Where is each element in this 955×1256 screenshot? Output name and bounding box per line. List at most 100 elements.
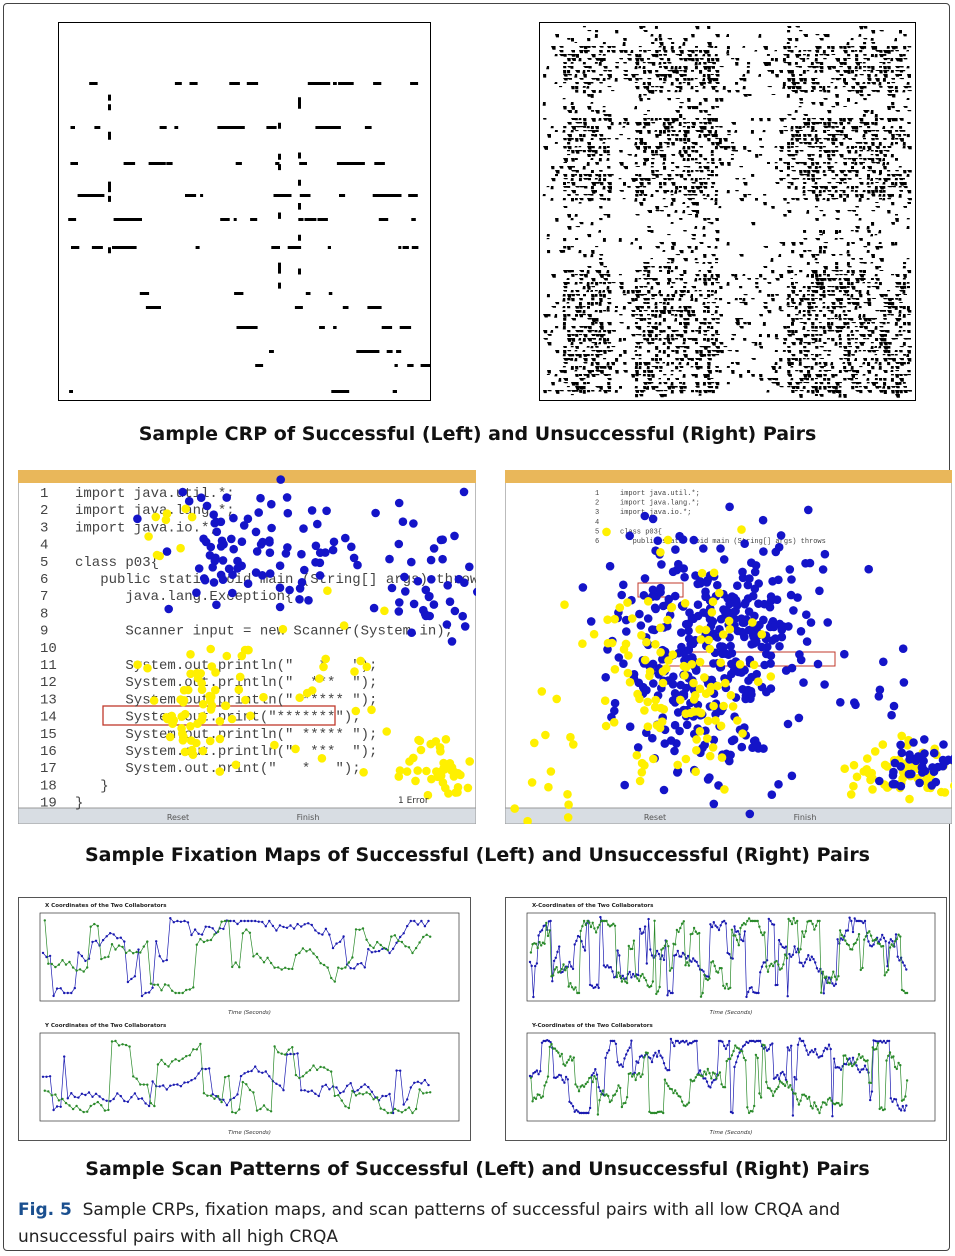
gaze-point bbox=[226, 1104, 228, 1106]
gaze-point bbox=[861, 967, 863, 969]
fixation bbox=[689, 679, 698, 688]
gaze-point bbox=[784, 1085, 786, 1087]
line-number: 10 bbox=[40, 641, 57, 657]
gaze-point bbox=[275, 929, 277, 931]
x-axis-label: Time (Seconds) bbox=[228, 1130, 271, 1136]
gaze-point bbox=[42, 1076, 44, 1078]
gaze-point bbox=[787, 1046, 789, 1048]
gaze-point bbox=[300, 1089, 302, 1091]
gaze-point bbox=[629, 971, 631, 973]
fixation bbox=[179, 733, 188, 742]
gaze-point bbox=[205, 926, 207, 928]
fixation bbox=[775, 543, 784, 552]
gaze-point bbox=[788, 953, 790, 955]
fixation bbox=[685, 608, 694, 617]
fixation bbox=[622, 627, 631, 636]
fixation bbox=[719, 643, 728, 652]
gaze-point bbox=[330, 977, 332, 979]
gaze-point bbox=[72, 966, 74, 968]
gaze-point bbox=[683, 920, 685, 922]
gaze-point bbox=[242, 932, 244, 934]
fixation bbox=[660, 786, 669, 795]
gaze-point bbox=[150, 983, 152, 985]
gaze-point bbox=[183, 920, 185, 922]
fixation bbox=[787, 575, 796, 584]
code-line: public static void main (String[] args) … bbox=[620, 538, 826, 546]
line-number: 3 bbox=[40, 520, 48, 536]
fixation bbox=[703, 578, 712, 587]
gaze-point bbox=[898, 959, 900, 961]
gaze-point bbox=[885, 1059, 887, 1061]
fixation bbox=[216, 767, 225, 776]
gaze-point bbox=[651, 954, 653, 956]
gaze-point bbox=[415, 947, 417, 949]
gaze-point bbox=[141, 995, 143, 997]
line-number: 14 bbox=[40, 710, 57, 726]
gaze-point bbox=[281, 1053, 283, 1055]
fixation bbox=[814, 660, 823, 669]
gaze-point bbox=[305, 950, 307, 952]
gaze-point bbox=[736, 939, 738, 941]
gaze-point bbox=[109, 1100, 111, 1102]
gaze-point bbox=[403, 1103, 405, 1105]
line-number: 9 bbox=[40, 624, 48, 640]
button-label[interactable]: Reset bbox=[644, 813, 666, 822]
gaze-point bbox=[399, 936, 401, 938]
gaze-point bbox=[572, 968, 574, 970]
gaze-point bbox=[169, 1085, 171, 1087]
gaze-point bbox=[406, 1098, 408, 1100]
gaze-point bbox=[568, 1059, 570, 1061]
fixation bbox=[563, 790, 572, 799]
gaze-point bbox=[771, 1042, 773, 1044]
gaze-point bbox=[247, 920, 249, 922]
gaze-point bbox=[183, 1081, 185, 1083]
fixation bbox=[625, 532, 634, 541]
gaze-point bbox=[561, 971, 563, 973]
fixation bbox=[228, 589, 237, 598]
fixation bbox=[669, 568, 678, 577]
gaze-point bbox=[543, 943, 545, 945]
gaze-point bbox=[397, 940, 399, 942]
gaze-point bbox=[786, 957, 788, 959]
gaze-point bbox=[582, 946, 584, 948]
button-label[interactable]: Finish bbox=[297, 813, 320, 822]
fixation bbox=[308, 506, 317, 515]
gaze-point bbox=[288, 1049, 290, 1051]
gaze-point bbox=[153, 984, 155, 986]
fixation bbox=[185, 497, 194, 506]
button-label[interactable]: Reset bbox=[167, 813, 189, 822]
gaze-point bbox=[95, 940, 97, 942]
fixation bbox=[427, 556, 436, 565]
gaze-point bbox=[164, 1063, 166, 1065]
fixation bbox=[243, 646, 252, 655]
fixation bbox=[205, 692, 214, 701]
gaze-point bbox=[801, 930, 803, 932]
gaze-point bbox=[706, 1081, 708, 1083]
fixation bbox=[297, 550, 306, 559]
gaze-point bbox=[725, 1048, 727, 1050]
gaze-point bbox=[106, 1100, 108, 1102]
gaze-point bbox=[159, 1085, 161, 1087]
gaze-point bbox=[677, 1040, 679, 1042]
plot-title: Y-Coordinates of the Two Collaborators bbox=[531, 1023, 654, 1029]
button-label[interactable]: Finish bbox=[794, 813, 817, 822]
fixation bbox=[295, 595, 304, 604]
gaze-point bbox=[90, 1105, 92, 1107]
gaze-point bbox=[744, 1059, 746, 1061]
gaze-point bbox=[798, 1103, 800, 1105]
fixation bbox=[649, 755, 658, 764]
gaze-point bbox=[788, 1049, 790, 1051]
fixation bbox=[905, 770, 914, 779]
line-number: 6 bbox=[595, 538, 599, 546]
fixation bbox=[648, 734, 657, 743]
fixation bbox=[246, 712, 255, 721]
fixation bbox=[720, 555, 729, 564]
gaze-point bbox=[74, 987, 76, 989]
gaze-point bbox=[575, 940, 577, 942]
fixation bbox=[367, 706, 376, 715]
fixation bbox=[284, 509, 293, 518]
gaze-point bbox=[905, 968, 907, 970]
fixation bbox=[840, 764, 849, 773]
gaze-point bbox=[339, 1092, 341, 1094]
gaze-point bbox=[171, 1060, 173, 1062]
